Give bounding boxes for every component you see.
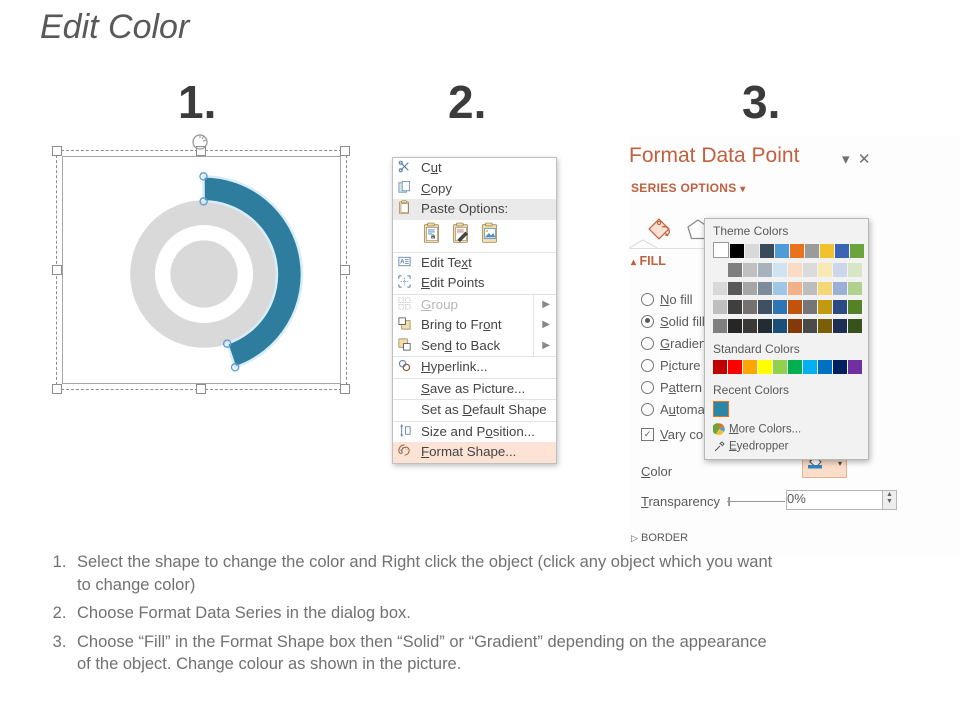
svg-text:a: a bbox=[431, 231, 436, 240]
svg-text:A: A bbox=[400, 258, 405, 265]
